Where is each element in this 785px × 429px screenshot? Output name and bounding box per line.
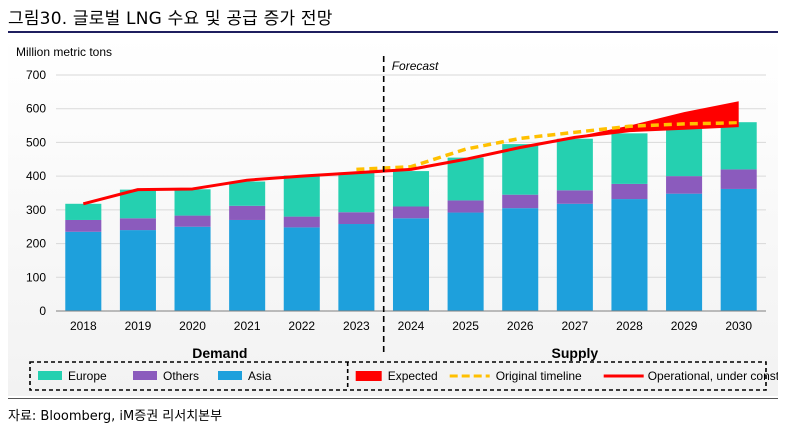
y-tick-label: 100 (26, 270, 46, 284)
legend-swatch-expected (355, 371, 382, 381)
legend-label-others: Others (163, 369, 199, 383)
x-tick-label: 2025 (452, 319, 479, 333)
x-tick-label: 2018 (70, 319, 97, 333)
bar-europe-2027 (556, 138, 593, 191)
legend-label-original-timeline: Original timeline (496, 369, 582, 383)
bar-asia-2030 (720, 188, 757, 311)
x-tick-label: 2024 (398, 319, 425, 333)
legend-frame (29, 361, 767, 391)
bar-europe-2019 (119, 189, 156, 219)
bar-others-2020 (174, 215, 211, 227)
bar-others-2028 (611, 183, 648, 200)
y-tick-label: 0 (39, 304, 46, 318)
bar-asia-2019 (119, 230, 156, 311)
page-title: 그림30. 글로벌 LNG 수요 및 공급 증가 전망 (8, 9, 333, 29)
bar-others-2019 (119, 218, 156, 231)
x-tick-label: 2021 (234, 319, 261, 333)
bar-europe-2020 (174, 189, 211, 216)
bar-asia-2029 (666, 193, 703, 311)
bar-asia-2025 (447, 212, 484, 311)
bar-europe-2022 (283, 175, 320, 217)
legend-label-operational: Operational, under construction (648, 369, 778, 383)
demand-label: Demand (192, 345, 247, 361)
x-tick-label: 2022 (288, 319, 315, 333)
title-rule (8, 31, 778, 33)
x-tick-label: 2029 (671, 319, 698, 333)
bar-europe-2024 (392, 171, 430, 207)
legend-swatch-europe (38, 371, 62, 380)
y-tick-label: 600 (26, 102, 46, 116)
x-tick-label: 2023 (343, 319, 370, 333)
series-original-timeline-line (356, 121, 739, 172)
y-tick-label: 700 (26, 68, 46, 82)
bar-others-2027 (556, 190, 593, 204)
legend-label-expected: Expected (388, 369, 438, 383)
source-note: 자료: Bloomberg, iM증권 리서치본부 (8, 409, 223, 424)
bar-asia-2028 (611, 199, 648, 311)
chart-panel: 0 100 200 300 400 500 600 700 Million metric ton… (8, 36, 778, 396)
bar-asia-2027 (556, 203, 593, 311)
bar-europe-2030 (720, 122, 757, 170)
bar-others-2023 (338, 212, 375, 225)
bar-others-2021 (229, 205, 266, 220)
series-expected-band (520, 101, 739, 148)
bar-europe-2025 (447, 157, 484, 201)
bar-others-2022 (283, 216, 320, 228)
y-tick-label: 400 (26, 169, 46, 183)
bar-europe-2023 (338, 172, 375, 213)
bar-asia-2023 (338, 224, 375, 311)
bar-others-2018 (65, 219, 102, 232)
bar-others-2026 (502, 194, 539, 209)
bar-asia-2018 (65, 231, 102, 311)
bar-asia-2024 (392, 218, 430, 311)
legend-swatch-others (133, 371, 157, 380)
source-rule (8, 398, 778, 399)
x-tick-label: 2028 (616, 319, 643, 333)
x-tick-label: 2030 (725, 319, 752, 333)
bar-asia-2021 (229, 219, 266, 311)
x-tick-label: 2026 (507, 319, 534, 333)
x-tick-label: 2027 (561, 319, 588, 333)
bar-europe-2029 (666, 125, 703, 177)
bar-others-2030 (720, 169, 757, 189)
legend-label-asia: Asia (248, 369, 272, 383)
bar-europe-2018 (65, 203, 102, 220)
bar-asia-2026 (502, 208, 539, 311)
bar-others-2025 (447, 200, 484, 213)
x-tick-label: 2019 (125, 319, 152, 333)
lng-chart: 0 100 200 300 400 500 600 700 Million metric ton… (16, 45, 778, 391)
legend-swatch-asia (218, 371, 242, 380)
y-tick-label: 500 (26, 135, 46, 149)
y-axis-label: Million metric tons (16, 45, 112, 59)
y-tick-label: 200 (26, 237, 46, 251)
bar-europe-2021 (229, 181, 266, 206)
bar-others-2024 (392, 206, 430, 219)
bar-europe-2028 (611, 133, 648, 184)
bar-others-2029 (666, 176, 703, 194)
bar-asia-2022 (283, 227, 320, 311)
bar-europe-2026 (502, 144, 539, 195)
bar-asia-2020 (174, 226, 211, 311)
y-tick-label: 300 (26, 203, 46, 217)
forecast-label: Forecast (392, 59, 439, 73)
legend-label-europe: Europe (68, 369, 107, 383)
x-tick-label: 2020 (179, 319, 206, 333)
series-operational-line (82, 124, 739, 206)
supply-label: Supply (552, 345, 599, 361)
